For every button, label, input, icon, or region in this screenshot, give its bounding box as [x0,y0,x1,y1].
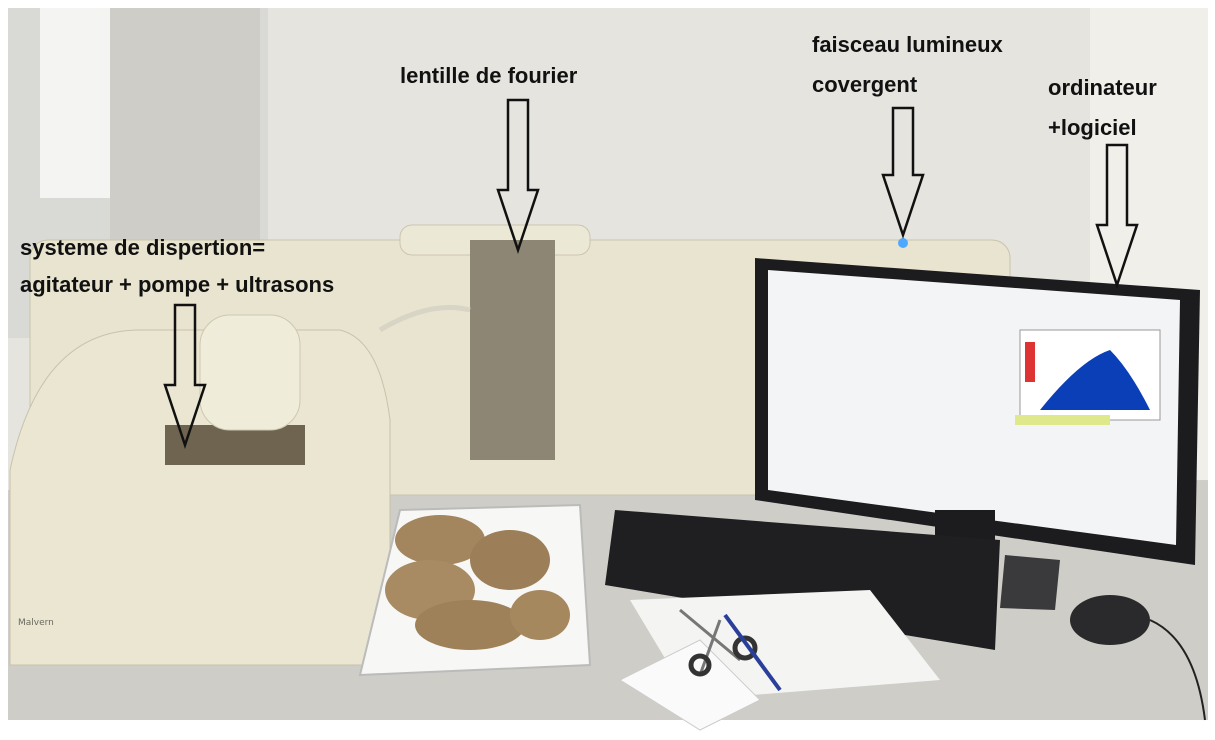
sample-bag [415,600,525,650]
sample-bag [470,530,550,590]
brand: Malvern [18,618,54,628]
sample-bag [510,590,570,640]
curtain [110,8,260,248]
label-line: +logiciel [1048,115,1137,140]
label-line: systeme de dispertion= [20,235,265,260]
stirrer-cover [200,315,300,430]
label-line: covergent [812,72,918,97]
photo: Malvern systeme de dispertion= agitateur… [0,0,1215,740]
screen-status [1015,415,1110,425]
window-light [40,8,110,198]
device [1000,555,1060,610]
screen-bar [1025,342,1035,382]
label-line: lentille de fourier [400,63,578,88]
led [898,238,908,248]
label-line: faisceau lumineux [812,32,1004,57]
label-line: ordinateur [1048,75,1157,100]
fourier-lens-housing [470,240,555,460]
mouse [1070,595,1150,645]
label-line: agitateur + pompe + ultrasons [20,272,334,297]
